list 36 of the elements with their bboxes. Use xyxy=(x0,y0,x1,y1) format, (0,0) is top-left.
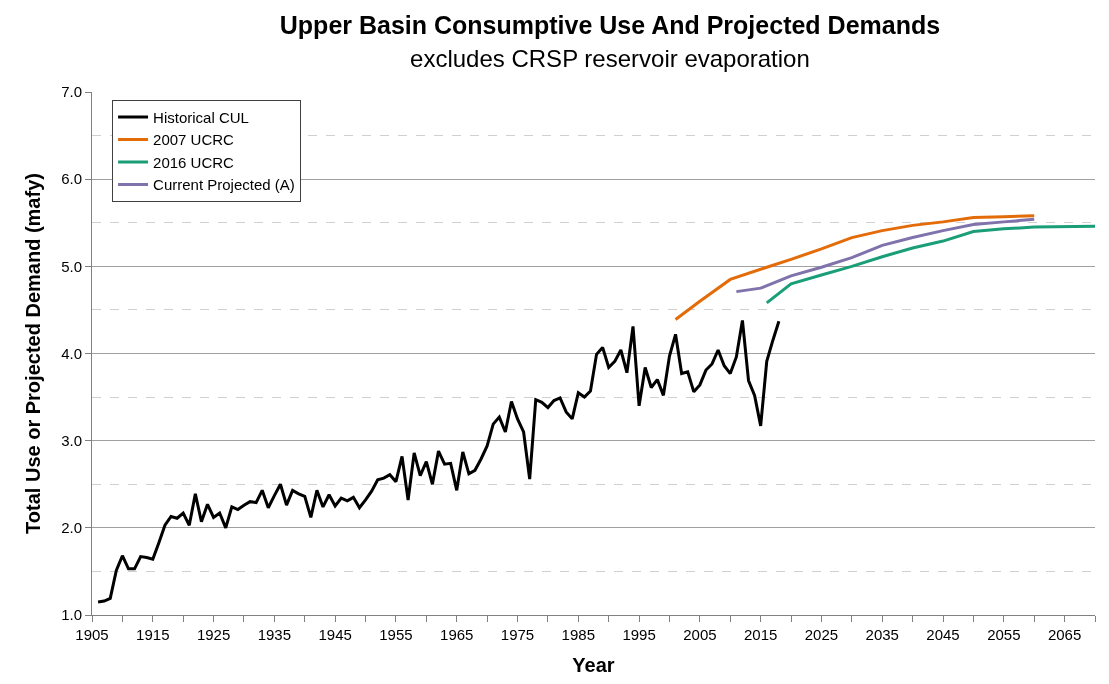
line-series xyxy=(674,214,1036,322)
x-tick-label: 1925 xyxy=(196,626,231,643)
x-tick-label: 2065 xyxy=(1047,626,1082,643)
legend-label: 2007 UCRC xyxy=(153,131,235,149)
x-tick-label: 1935 xyxy=(257,626,292,643)
x-tick-label: 1985 xyxy=(561,626,595,643)
x-tick-label: 1995 xyxy=(622,626,656,643)
y-tick-label: 1.0 xyxy=(61,606,82,624)
x-tick-label: 1915 xyxy=(136,626,170,643)
legend-label: 2016 UCRC xyxy=(153,153,235,171)
x-tick-label: 1955 xyxy=(379,626,413,643)
y-tick-label: 2.0 xyxy=(61,519,82,537)
x-tick-label: 2045 xyxy=(926,626,960,643)
line-series xyxy=(734,217,1036,294)
x-tick-label: 2005 xyxy=(683,626,717,643)
y-axis-title: Total Use or Projected Demand (mafy) xyxy=(21,173,44,534)
x-tick-label: 2015 xyxy=(743,626,778,643)
y-tick-label: 7.0 xyxy=(61,83,82,101)
line-series xyxy=(96,318,781,604)
legend-label: Current Projected (A) xyxy=(153,176,295,194)
x-tick-label: 1945 xyxy=(318,626,352,643)
x-tick-label: 1975 xyxy=(500,626,535,643)
chart-subtitle: excludes CRSP reservoir evaporation xyxy=(410,44,810,72)
x-tick-label: 1965 xyxy=(440,626,474,643)
x-tick-label: 1905 xyxy=(75,626,109,643)
legend-label: Historical CUL xyxy=(153,108,249,126)
y-tick-label: 3.0 xyxy=(61,431,82,449)
x-tick-label: 2025 xyxy=(804,626,839,643)
line-series xyxy=(765,224,1095,305)
y-tick-label: 5.0 xyxy=(61,257,82,275)
x-tick-label: 2055 xyxy=(987,626,1021,643)
y-tick-label: 6.0 xyxy=(61,170,82,188)
y-tick-label: 4.0 xyxy=(61,344,82,362)
x-axis-title: Year xyxy=(572,653,615,676)
x-tick-label: 2035 xyxy=(865,626,899,643)
chart-title: Upper Basin Consumptive Use And Projected Demands xyxy=(279,11,941,40)
